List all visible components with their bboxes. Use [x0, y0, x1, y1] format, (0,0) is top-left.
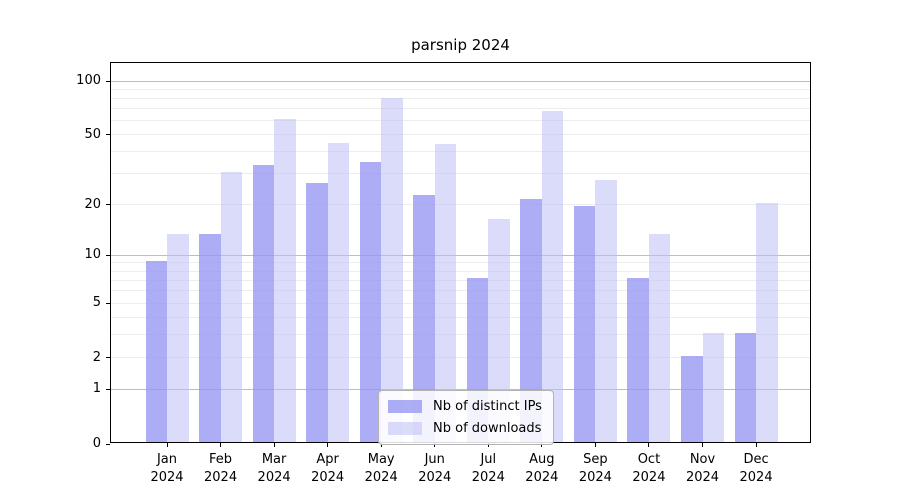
gridline-minor [111, 108, 810, 110]
bar-downloads-jun [434, 144, 457, 442]
y-tick-label: 0 [92, 436, 101, 451]
y-tick-label: 10 [84, 247, 101, 263]
gridline-minor [111, 334, 810, 336]
y-tick-mark [106, 204, 110, 206]
bar-distinct_ips-apr [306, 182, 328, 442]
bar-distinct_ips-jun [413, 195, 435, 442]
y-tick-mark [106, 388, 110, 390]
x-tick-label-sep: Sep 2024 [578, 452, 612, 485]
gridline-minor [111, 88, 810, 90]
bar-distinct_ips-sep [573, 206, 596, 442]
legend-swatch-distinct-ips [388, 400, 422, 413]
y-tick-label: 20 [84, 196, 101, 212]
bar-downloads-nov [702, 332, 724, 442]
gridline-minor [111, 316, 810, 318]
bar-distinct_ips-nov [681, 355, 703, 442]
y-tick-label: 100 [76, 73, 101, 88]
x-tick-mark [702, 443, 703, 447]
x-tick-mark [594, 443, 596, 447]
bar-downloads-sep [595, 179, 617, 442]
bar-downloads-mar [274, 118, 296, 442]
legend-item-distinct-ips: Nb of distinct IPs [388, 399, 542, 414]
legend-label-downloads: Nb of downloads [433, 421, 542, 436]
x-tick-mark [166, 443, 168, 447]
gridline-major [111, 80, 810, 82]
legend-label-distinct-ips: Nb of distinct IPs [433, 399, 542, 414]
x-tick-mark [273, 443, 275, 447]
x-tick-mark [648, 443, 650, 447]
y-tick-mark [106, 357, 110, 359]
bar-downloads-jul [488, 219, 510, 442]
bar-downloads-dec [756, 202, 778, 442]
x-tick-mark [487, 443, 489, 447]
x-tick-mark [220, 443, 222, 447]
bar-downloads-feb [220, 171, 243, 442]
bar-downloads-oct [648, 234, 671, 442]
gridline-minor [111, 134, 810, 136]
x-tick-label-aug: Aug 2024 [525, 452, 559, 485]
bar-downloads-apr [327, 142, 350, 442]
legend-item-downloads: Nb of downloads [388, 421, 542, 436]
bar-distinct_ips-jan [145, 260, 167, 442]
gridline-minor [111, 290, 810, 292]
x-tick-label-may: May 2024 [364, 452, 398, 485]
x-tick-mark [541, 443, 543, 447]
bar-distinct_ips-mar [252, 164, 275, 442]
bar-distinct_ips-aug [520, 198, 542, 442]
bar-downloads-aug [541, 111, 564, 442]
y-tick-label: 2 [92, 349, 101, 365]
bar-distinct_ips-may [359, 162, 382, 442]
x-tick-label-nov: Nov 2024 [685, 452, 720, 485]
gridline-minor [111, 262, 810, 264]
gridline-minor [111, 357, 810, 359]
bar-downloads-may [381, 98, 403, 442]
x-tick-label-apr: Apr 2024 [311, 452, 345, 485]
bar-distinct_ips-dec [734, 332, 757, 442]
gridline-minor [111, 302, 810, 304]
gridline-major [111, 388, 810, 390]
gridline-minor [111, 204, 810, 206]
x-tick-label-dec: Dec 2024 [739, 452, 773, 485]
x-tick-mark [755, 443, 757, 447]
y-tick-mark [106, 80, 110, 82]
bar-downloads-jan [167, 234, 189, 442]
x-tick-mark [327, 443, 329, 447]
y-tick-label: 1 [92, 381, 101, 397]
chart-title: parsnip 2024 [411, 36, 510, 54]
gridline-minor [111, 97, 810, 99]
y-tick-label: 50 [84, 126, 101, 142]
x-tick-label-jan: Jan 2024 [150, 452, 184, 485]
plot-area: 0 1 2 5 10 20 50 100 Jan 2024 Feb 2024 Mar 2024 Apr 20… [76, 62, 811, 485]
bar-distinct_ips-feb [199, 234, 221, 442]
gridline-minor [111, 270, 810, 272]
x-tick-mark [380, 443, 382, 447]
y-tick-mark [106, 134, 110, 136]
x-tick-label-oct: Oct 2024 [632, 452, 666, 485]
bar-distinct_ips-oct [627, 278, 649, 442]
gridline-minor [111, 151, 810, 153]
y-tick-mark [106, 302, 110, 304]
y-tick-mark [106, 254, 110, 256]
legend: Nb of distinct IPs Nb of downloads [378, 390, 554, 445]
x-tick-label-jun: Jun 2024 [418, 452, 452, 485]
y-tick-mark [106, 443, 110, 445]
gridline-minor [111, 279, 810, 281]
y-tick-label: 5 [92, 295, 101, 311]
gridline-major [111, 254, 810, 256]
x-tick-label-feb: Feb 2024 [204, 452, 238, 485]
x-tick-mark [434, 443, 436, 447]
gridline-minor [111, 120, 810, 122]
gridline-minor [111, 173, 810, 175]
x-tick-label-jul: Jul 2024 [471, 452, 505, 485]
legend-swatch-downloads [388, 422, 422, 435]
x-tick-label-mar: Mar 2024 [257, 452, 291, 485]
